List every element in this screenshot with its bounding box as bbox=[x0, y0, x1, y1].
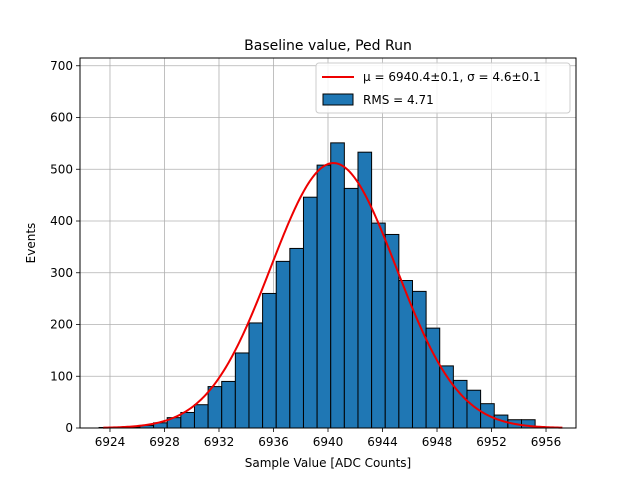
histogram-bar bbox=[316, 164, 332, 429]
histogram-bar bbox=[234, 352, 250, 429]
histogram-bar bbox=[343, 187, 359, 429]
x-tick-label: 6944 bbox=[367, 435, 398, 449]
fit-curve bbox=[103, 162, 563, 429]
legend-rms-swatch bbox=[322, 93, 354, 106]
x-tick-label: 6952 bbox=[476, 435, 507, 449]
y-tick-label: 700 bbox=[50, 59, 73, 73]
histogram-bar bbox=[248, 322, 264, 429]
x-tick-label: 6948 bbox=[422, 435, 453, 449]
histogram-bar bbox=[262, 292, 277, 429]
x-tick-label: 6928 bbox=[149, 435, 180, 449]
legend-rms-label: RMS = 4.71 bbox=[363, 93, 434, 107]
histogram-bar bbox=[207, 386, 223, 429]
histogram-bar bbox=[221, 380, 236, 429]
x-axis-label: Sample Value [ADC Counts] bbox=[245, 456, 411, 470]
legend-box bbox=[315, 62, 571, 114]
y-axis-ticks: 0 100 200 300 400 500 600 700 bbox=[50, 59, 80, 435]
x-tick-label: 6924 bbox=[95, 435, 126, 449]
histogram-bar bbox=[275, 260, 291, 429]
y-tick-label: 100 bbox=[50, 369, 73, 383]
y-tick-label: 200 bbox=[50, 318, 73, 332]
y-tick-label: 400 bbox=[50, 214, 73, 228]
histogram-bar bbox=[180, 411, 195, 429]
legend-fit-label: μ = 6940.4±0.1, σ = 4.6±0.1 bbox=[363, 70, 541, 84]
histogram-bar bbox=[384, 233, 400, 429]
histogram-bar bbox=[289, 247, 304, 429]
y-tick-label: 500 bbox=[50, 162, 73, 176]
gaussian-fit bbox=[103, 162, 563, 429]
x-tick-label: 6956 bbox=[531, 435, 562, 449]
y-tick-label: 300 bbox=[50, 266, 73, 280]
histogram-bar bbox=[330, 142, 345, 429]
y-axis-label: Events bbox=[24, 223, 38, 264]
histogram-bar bbox=[193, 404, 209, 429]
legend: μ = 6940.4±0.1, σ = 4.6±0.1 RMS = 4.71 bbox=[315, 62, 571, 114]
histogram-bar bbox=[302, 196, 318, 429]
chart-title: Baseline value, Ped Run bbox=[244, 38, 412, 54]
histogram-bar bbox=[371, 222, 386, 429]
x-axis-ticks: 6924 6928 6932 6936 6940 6944 6948 6952 6956 bbox=[95, 428, 562, 449]
y-tick-label: 600 bbox=[50, 111, 73, 125]
x-tick-label: 6940 bbox=[313, 435, 344, 449]
y-tick-label: 0 bbox=[65, 421, 73, 435]
x-tick-label: 6936 bbox=[258, 435, 289, 449]
x-tick-label: 6932 bbox=[204, 435, 235, 449]
